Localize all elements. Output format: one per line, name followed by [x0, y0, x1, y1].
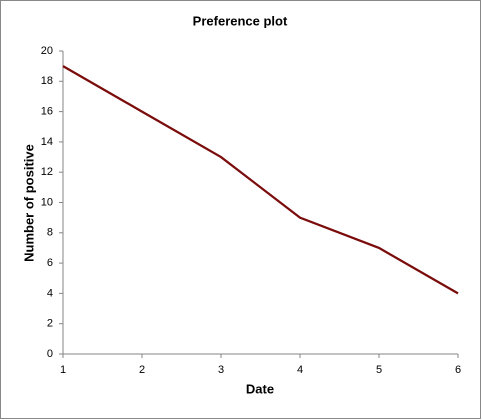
- x-tick-label: 4: [297, 364, 303, 376]
- line: [62, 65, 459, 295]
- y-tick-label: 0: [47, 348, 53, 360]
- y-tick-label: 14: [41, 136, 53, 148]
- x-tick-label: 2: [139, 364, 145, 376]
- x-tick-label: 1: [60, 364, 66, 376]
- y-tick-label: 10: [41, 196, 53, 208]
- chart-title: Preference plot: [193, 13, 288, 28]
- x-tick-label: 6: [455, 364, 461, 376]
- x-axis-title: Date: [246, 381, 274, 396]
- x-tick-label: 5: [376, 364, 382, 376]
- y-tick-label: 16: [41, 106, 53, 118]
- y-tick-label: 8: [47, 227, 53, 239]
- y-tick-label: 4: [47, 287, 53, 299]
- y-tick-label: 2: [47, 318, 53, 330]
- y-tick-label: 6: [47, 257, 53, 269]
- y-tick-label: 18: [41, 75, 53, 87]
- x-tick-label: 3: [218, 364, 224, 376]
- y-tick-label: 12: [41, 166, 53, 178]
- y-tick-label: 20: [41, 45, 53, 57]
- y-axis-title: Number of positive: [21, 144, 36, 262]
